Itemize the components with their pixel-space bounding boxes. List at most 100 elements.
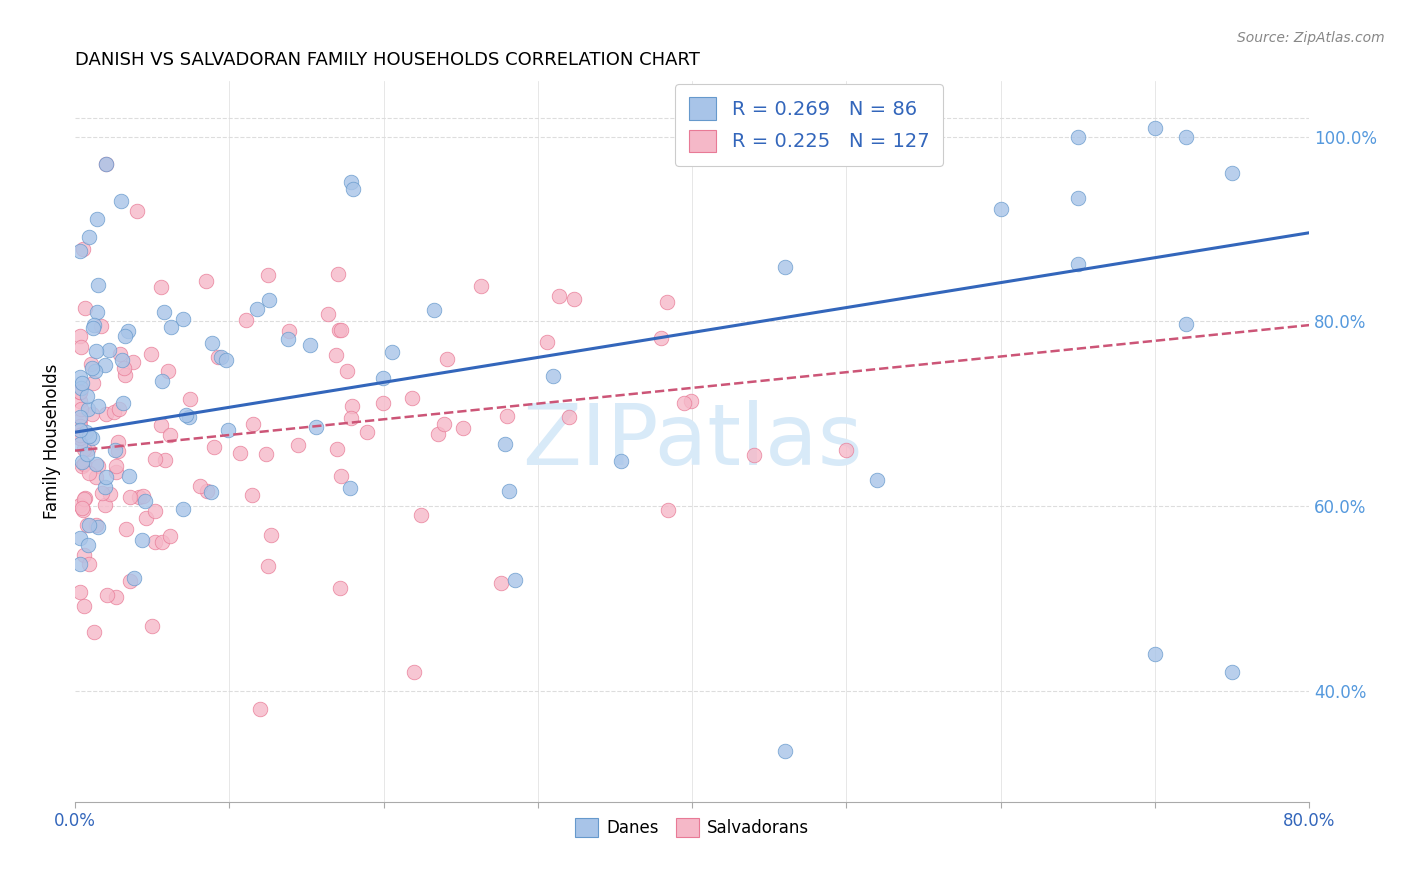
Point [990,202,1012,216]
Point [329,581,352,595]
Point [107,434,129,449]
Point [94,358,117,372]
Point [79,517,101,532]
Point [90,319,112,334]
Point [246,301,269,316]
Point [128,490,150,504]
Point [1220,166,1243,180]
Point [84,344,107,359]
Point [115,522,138,536]
Point [132,489,155,503]
Point [112,361,135,376]
Point [773,260,796,274]
Point [70,401,93,416]
Point [76,518,98,533]
Point [339,175,361,189]
Point [94,157,117,171]
Point [1066,257,1088,271]
Point [69,385,91,400]
Point [84,470,107,484]
Point [86,212,108,227]
Point [72,242,94,256]
Point [470,278,492,293]
Point [110,194,132,209]
Point [423,302,446,317]
Point [77,538,100,552]
Point [259,528,281,542]
Point [330,468,353,483]
Point [103,405,125,419]
Point [866,473,889,487]
Point [110,347,132,361]
Point [328,267,350,281]
Point [91,485,114,500]
Point [742,448,765,462]
Point [118,468,141,483]
Point [69,413,91,427]
Point [254,447,277,461]
Point [451,421,474,435]
Point [96,588,118,602]
Point [610,454,633,468]
Y-axis label: Family Households: Family Households [44,364,60,519]
Point [69,329,91,343]
Point [657,295,679,310]
Point [207,350,229,364]
Point [195,484,218,499]
Point [433,417,456,432]
Point [257,559,280,574]
Point [94,407,117,421]
Point [172,502,194,516]
Point [69,384,91,399]
Point [69,370,91,384]
Point [325,348,347,362]
Point [152,305,174,319]
Point [174,409,197,423]
Point [194,274,217,288]
Point [679,393,702,408]
Point [73,599,96,613]
Point [139,347,162,361]
Point [86,458,108,473]
Point [117,324,139,338]
Point [118,574,141,589]
Point [557,409,579,424]
Point [80,407,103,421]
Point [657,502,679,516]
Point [650,331,672,345]
Point [98,487,121,501]
Point [257,268,280,283]
Point [83,318,105,332]
Point [122,571,145,585]
Point [114,328,136,343]
Point [107,444,129,458]
Point [426,426,449,441]
Point [70,376,93,390]
Point [84,457,107,471]
Point [1174,317,1197,331]
Point [76,442,98,457]
Point [342,182,364,196]
Point [381,345,404,359]
Point [70,340,93,354]
Point [70,500,93,515]
Point [562,292,585,306]
Point [76,389,98,403]
Point [73,442,96,457]
Point [69,531,91,545]
Point [496,409,519,424]
Point [373,371,395,385]
Point [217,424,239,438]
Point [157,363,180,377]
Point [69,428,91,442]
Point [70,458,93,473]
Point [411,508,433,522]
Point [104,465,127,479]
Point [73,491,96,505]
Point [278,324,301,338]
Point [143,503,166,517]
Point [76,447,98,461]
Point [330,323,353,337]
Point [114,368,136,383]
Point [69,418,91,433]
